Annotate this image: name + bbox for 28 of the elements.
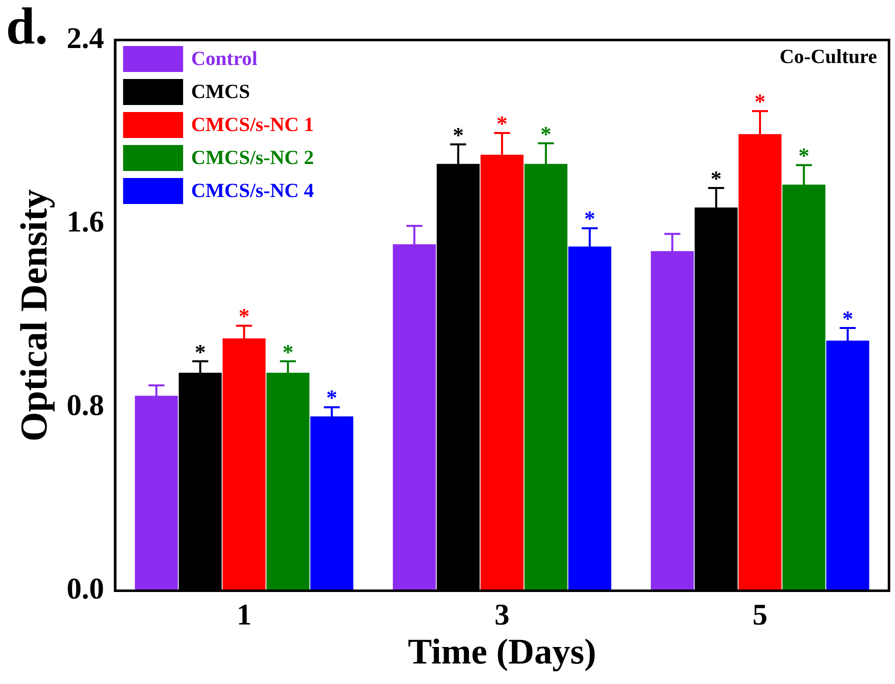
data-label: * xyxy=(496,110,508,136)
data-label: * xyxy=(754,89,766,114)
y-tick-label: 0.0 xyxy=(66,572,104,606)
y-axis-title: Optical Density xyxy=(14,189,56,442)
data-label: * xyxy=(326,385,338,410)
data-label: * xyxy=(842,306,854,332)
legend-label: CMCS xyxy=(191,81,250,104)
x-tick-label: 5 xyxy=(752,598,768,632)
data-label: * xyxy=(798,143,810,168)
y-tick-label: 0.8 xyxy=(66,388,104,422)
y-tick-label: 2.4 xyxy=(66,22,104,55)
legend-label: CMCS/s-NC 1 xyxy=(191,114,314,136)
legend-label: CMCS/s-NC 2 xyxy=(191,147,314,170)
data-label: * xyxy=(584,206,596,232)
data-label: * xyxy=(452,122,464,148)
x-tick-label: 3 xyxy=(494,598,510,632)
legend-label: CMCS/s-NC 4 xyxy=(191,180,314,202)
text: d. xyxy=(6,0,48,56)
x-tick-label: 1 xyxy=(236,598,252,632)
data-label: * xyxy=(282,339,294,364)
data-label: * xyxy=(238,304,250,329)
y-tick-label: 1.6 xyxy=(66,205,104,238)
data-label: * xyxy=(710,166,722,192)
legend-label: Control xyxy=(191,48,258,70)
data-label: * xyxy=(194,339,206,364)
annotation: Co-Culture xyxy=(780,46,878,68)
data-label: * xyxy=(540,121,552,146)
x-axis-title: Time (Days) xyxy=(408,632,596,672)
